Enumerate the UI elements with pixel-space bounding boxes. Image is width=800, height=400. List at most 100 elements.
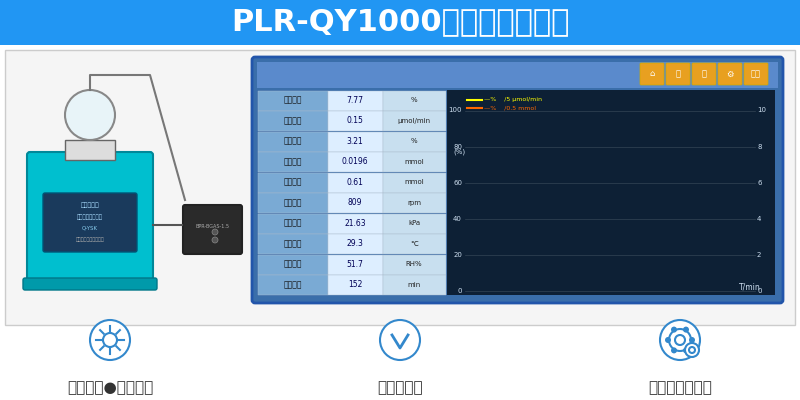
Text: —%    /0.5 mmol: —% /0.5 mmol <box>484 106 536 110</box>
Text: 29.3: 29.3 <box>346 239 363 248</box>
Circle shape <box>689 347 695 353</box>
Text: —%    /5 μmol/min: —% /5 μmol/min <box>484 98 542 102</box>
FancyBboxPatch shape <box>258 234 328 254</box>
FancyBboxPatch shape <box>383 193 446 213</box>
Circle shape <box>65 90 115 140</box>
FancyBboxPatch shape <box>328 172 383 192</box>
FancyBboxPatch shape <box>258 111 443 131</box>
Text: 10: 10 <box>757 108 766 114</box>
FancyBboxPatch shape <box>328 254 383 274</box>
FancyBboxPatch shape <box>328 234 383 254</box>
Text: 0.61: 0.61 <box>346 178 363 187</box>
FancyBboxPatch shape <box>183 205 242 254</box>
Circle shape <box>660 320 700 360</box>
FancyBboxPatch shape <box>258 275 328 295</box>
Circle shape <box>683 347 689 353</box>
FancyBboxPatch shape <box>692 63 716 85</box>
Text: ⏸: ⏸ <box>702 70 706 78</box>
Circle shape <box>380 320 420 360</box>
Circle shape <box>671 327 677 333</box>
Text: 反应压力: 反应压力 <box>284 219 302 228</box>
Circle shape <box>671 347 677 353</box>
FancyBboxPatch shape <box>328 193 383 213</box>
FancyBboxPatch shape <box>328 275 383 295</box>
Circle shape <box>665 337 671 343</box>
FancyBboxPatch shape <box>383 275 446 295</box>
Circle shape <box>685 343 699 357</box>
FancyBboxPatch shape <box>258 234 443 254</box>
FancyBboxPatch shape <box>383 132 446 152</box>
FancyBboxPatch shape <box>252 57 783 303</box>
Text: BPR-BGAS-1.5: BPR-BGAS-1.5 <box>195 224 229 230</box>
Text: 7.77: 7.77 <box>346 96 363 105</box>
FancyBboxPatch shape <box>258 214 328 234</box>
Text: μmol/min: μmol/min <box>398 118 430 124</box>
Text: 51.7: 51.7 <box>346 260 363 269</box>
FancyBboxPatch shape <box>23 278 157 290</box>
FancyBboxPatch shape <box>5 50 795 325</box>
FancyBboxPatch shape <box>258 132 328 152</box>
Text: 809: 809 <box>348 198 362 207</box>
Text: min: min <box>407 282 421 288</box>
FancyBboxPatch shape <box>328 152 383 172</box>
FancyBboxPatch shape <box>328 132 383 152</box>
Text: 量子产率测量系统: 量子产率测量系统 <box>77 214 103 220</box>
FancyBboxPatch shape <box>258 275 443 295</box>
FancyBboxPatch shape <box>447 90 775 295</box>
Text: %: % <box>410 97 418 103</box>
FancyBboxPatch shape <box>383 172 446 192</box>
Text: 产气速率: 产气速率 <box>284 116 302 125</box>
Text: 2: 2 <box>757 252 762 258</box>
Circle shape <box>689 337 695 343</box>
Circle shape <box>669 329 691 351</box>
Text: (%): (%) <box>453 148 465 155</box>
Text: 80: 80 <box>453 144 462 150</box>
Circle shape <box>675 335 685 345</box>
FancyBboxPatch shape <box>328 111 383 131</box>
Circle shape <box>90 320 130 360</box>
Text: 100: 100 <box>449 108 462 114</box>
Text: 0.15: 0.15 <box>346 116 363 125</box>
FancyBboxPatch shape <box>383 254 446 274</box>
Circle shape <box>103 333 117 347</box>
Text: 21.63: 21.63 <box>344 219 366 228</box>
FancyBboxPatch shape <box>383 90 446 110</box>
FancyBboxPatch shape <box>328 90 383 110</box>
FancyBboxPatch shape <box>666 63 690 85</box>
FancyBboxPatch shape <box>258 254 328 274</box>
FancyBboxPatch shape <box>258 214 443 234</box>
Text: ⚙: ⚙ <box>726 70 734 78</box>
Text: 搅拌速率: 搅拌速率 <box>284 198 302 207</box>
FancyBboxPatch shape <box>258 152 328 172</box>
Text: 光量子数: 光量子数 <box>284 178 302 187</box>
Text: 8: 8 <box>757 144 762 150</box>
Text: 量子产率: 量子产率 <box>284 96 302 105</box>
Text: T/min: T/min <box>739 282 761 292</box>
FancyBboxPatch shape <box>43 193 137 252</box>
Text: 4: 4 <box>757 216 762 222</box>
FancyBboxPatch shape <box>718 63 742 85</box>
Circle shape <box>212 229 218 235</box>
FancyBboxPatch shape <box>258 254 443 274</box>
Text: 3.21: 3.21 <box>346 137 363 146</box>
Text: 0: 0 <box>458 288 462 294</box>
FancyBboxPatch shape <box>258 172 443 192</box>
Text: 气体温度: 气体温度 <box>284 239 302 248</box>
Text: PLR-QY1000量子率测试系统: PLR-QY1000量子率测试系统 <box>231 8 569 36</box>
Text: 40: 40 <box>453 216 462 222</box>
Text: 20: 20 <box>453 252 462 258</box>
Text: kPa: kPa <box>408 220 420 226</box>
FancyBboxPatch shape <box>744 63 768 85</box>
Text: 152: 152 <box>348 280 362 289</box>
Text: rpm: rpm <box>407 200 421 206</box>
Text: RH%: RH% <box>406 261 422 267</box>
FancyBboxPatch shape <box>27 152 153 288</box>
FancyBboxPatch shape <box>258 90 328 110</box>
FancyBboxPatch shape <box>65 140 115 160</box>
Text: 0.0196: 0.0196 <box>342 157 368 166</box>
FancyBboxPatch shape <box>383 152 446 172</box>
Text: 一站式数据处理: 一站式数据处理 <box>648 380 712 396</box>
FancyBboxPatch shape <box>383 214 446 234</box>
Text: 光量化仪器: 光量化仪器 <box>81 202 99 208</box>
Text: 气体浓度: 气体浓度 <box>284 137 302 146</box>
